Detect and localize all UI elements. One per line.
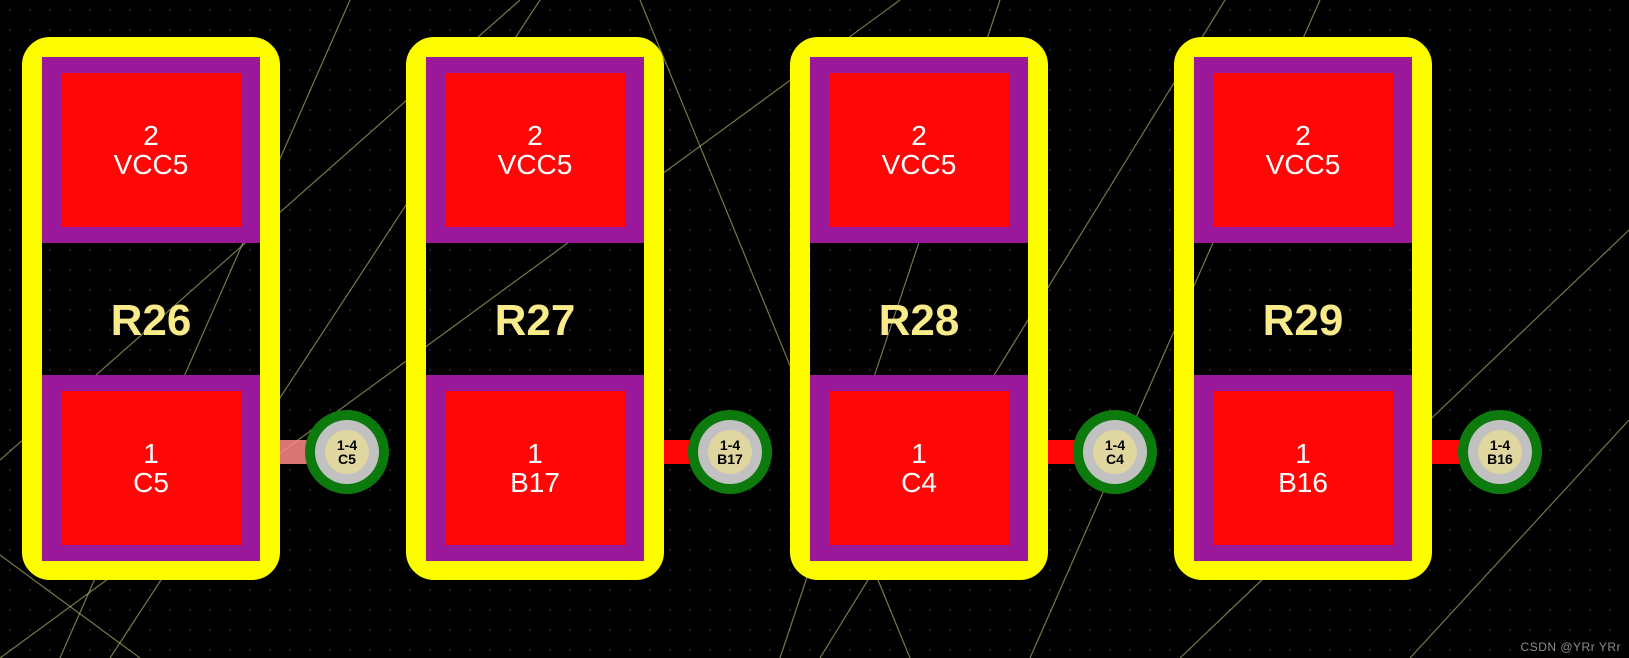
- smd-pad[interactable]: 2VCC5: [42, 57, 260, 243]
- via-label: 1-4C4: [1073, 410, 1157, 494]
- pad-copper: [445, 391, 625, 545]
- via-net-name: B16: [1487, 452, 1513, 466]
- smd-pad[interactable]: 2VCC5: [426, 57, 644, 243]
- smd-pad[interactable]: 1B17: [426, 375, 644, 561]
- designator-text[interactable]: R29: [1174, 296, 1432, 346]
- watermark: CSDN @YRr YRr: [1521, 640, 1621, 654]
- via-label: 1-4B17: [688, 410, 772, 494]
- via-net-name: B17: [717, 452, 743, 466]
- via-layer-span: 1-4: [1490, 438, 1510, 452]
- pcb-canvas[interactable]: R262VCC51C51-4C5R272VCC51B171-4B17R282VC…: [0, 0, 1629, 658]
- via-net-name: C5: [338, 452, 356, 466]
- pad-copper: [61, 391, 241, 545]
- smd-pad[interactable]: 1C5: [42, 375, 260, 561]
- smd-pad[interactable]: 1B16: [1194, 375, 1412, 561]
- via[interactable]: 1-4B17: [688, 410, 772, 494]
- designator-text[interactable]: R28: [790, 296, 1048, 346]
- pad-copper: [1213, 73, 1393, 227]
- via[interactable]: 1-4B16: [1458, 410, 1542, 494]
- via-layer-span: 1-4: [720, 438, 740, 452]
- smd-pad[interactable]: 1C4: [810, 375, 1028, 561]
- via-net-name: C4: [1106, 452, 1124, 466]
- pad-copper: [829, 73, 1009, 227]
- designator-text[interactable]: R27: [406, 296, 664, 346]
- designator-text[interactable]: R26: [22, 296, 280, 346]
- smd-pad[interactable]: 2VCC5: [1194, 57, 1412, 243]
- smd-pad[interactable]: 2VCC5: [810, 57, 1028, 243]
- via-label: 1-4B16: [1458, 410, 1542, 494]
- pad-copper: [1213, 391, 1393, 545]
- via[interactable]: 1-4C4: [1073, 410, 1157, 494]
- pad-copper: [445, 73, 625, 227]
- via[interactable]: 1-4C5: [305, 410, 389, 494]
- via-label: 1-4C5: [305, 410, 389, 494]
- via-layer-span: 1-4: [337, 438, 357, 452]
- via-layer-span: 1-4: [1105, 438, 1125, 452]
- pad-copper: [829, 391, 1009, 545]
- pad-copper: [61, 73, 241, 227]
